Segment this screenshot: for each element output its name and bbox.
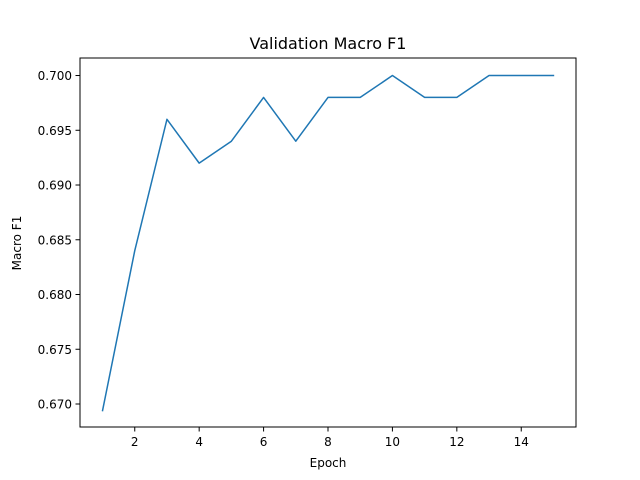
y-tick-label: 0.680 [38,288,72,302]
x-tick-label: 12 [449,435,464,449]
x-tick-label: 14 [514,435,529,449]
x-tick-label: 4 [195,435,203,449]
x-tick-label: 6 [260,435,268,449]
series-layer [101,74,555,412]
plot-area-frame [79,57,577,428]
y-axis-ticks: 0.670 0.675 0.680 0.685 0.690 0.695 0.700 [38,69,80,412]
y-tick-label: 0.700 [38,69,72,83]
y-tick-label: 0.675 [38,343,72,357]
y-axis-label: Macro F1 [10,216,24,271]
y-tick-label: 0.695 [38,124,72,138]
x-axis-label: Epoch [310,456,347,470]
y-tick-label: 0.690 [38,179,72,193]
y-tick-label: 0.685 [38,233,72,247]
y-tick-label: 0.670 [38,398,72,412]
chart-title: Validation Macro F1 [250,34,407,53]
x-tick-label: 10 [385,435,400,449]
x-axis-ticks: 2 4 6 8 10 12 14 [131,427,529,449]
x-tick-label: 8 [324,435,332,449]
x-tick-label: 2 [131,435,139,449]
